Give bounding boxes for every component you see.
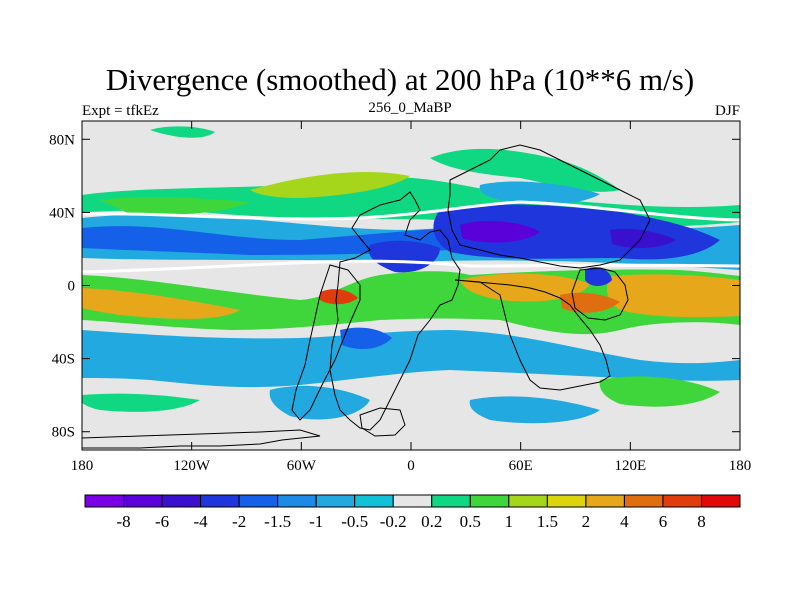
x-tick-label: 180 [729,458,752,474]
antarctic-convergence [469,396,600,424]
experiment-label: Expt = tfkEz [82,103,159,119]
north-atlantic-divergence [250,171,410,198]
colorbar-label: -2 [232,512,246,531]
map-title: Divergence (smoothed) at 200 hPa (10**6 … [105,62,695,97]
arctic-convergence [479,181,600,204]
south-america-coastline [291,264,361,421]
colorbar-swatch [315,494,356,508]
southern-indian-divergence [599,376,720,407]
asia-convergence-core [460,220,540,243]
x-tick-label: 60W [287,458,317,474]
colorbar-label: -4 [194,512,209,531]
season-label: DJF [714,103,740,119]
colorbar-swatch [277,494,317,508]
tropical-divergence-core-west [82,288,240,319]
x-tick-label: 0 [407,458,415,474]
coastlines [82,144,651,449]
x-tick-label: 60E [509,458,533,474]
colorbar-swatch [469,494,510,508]
zero-contour-north [82,200,740,222]
x-tick-label: 180 [71,458,94,474]
colorbar-swatch [354,494,394,508]
atlantic-convergence [368,240,440,273]
longitude-axis: 180 120W 60W 0 60E 120E 180 [71,121,752,474]
colorbar-label: -0.5 [341,512,368,531]
colorbar-swatch [546,494,587,508]
antarctica-coastline [82,429,321,449]
africa-max [320,289,358,305]
africa-coastline [454,279,611,391]
arctic-divergence-2 [430,148,620,192]
north-convergence-core [82,226,450,255]
y-tick-label: 80N [49,132,75,148]
south-convergence-band [82,330,740,388]
colorbar-swatch [84,494,125,508]
colorbar-label: -0.2 [380,512,407,531]
arctic-divergence-1 [150,126,215,138]
colorbar-swatch [431,494,471,508]
colorbar-swatch [700,494,741,508]
colorbar-swatch [585,494,625,508]
antarctic-island-coastline [359,407,406,437]
colorbar-swatch [238,494,279,508]
colorbar-label: 1.5 [537,512,558,531]
colorbar: -8 -6 -4 -2 -1.5 -1 -0.5 -0.2 0.2 0.5 1 1.5 2 4 6 8 [84,494,741,531]
latitude-axis: 80N 40N 0 40S 80S [49,132,740,441]
colorbar-label: 4 [620,512,629,531]
pacific-convergence-core [610,228,676,249]
colorbar-label: -6 [155,512,169,531]
divergence-field [82,126,740,424]
x-tick-label: 120E [614,458,646,474]
colorbar-swatch [662,494,702,508]
colorbar-label: 1 [505,512,514,531]
colorbar-label: -1 [309,512,323,531]
south-convergence-core [340,327,392,350]
colorbar-label: 0.2 [421,512,442,531]
colorbar-swatch [623,494,664,508]
maritime-convergence [585,267,612,286]
colorbar-label: 6 [659,512,668,531]
y-tick-label: 80S [52,425,75,441]
colorbar-swatch [123,494,163,508]
southern-ocean-divergence [82,393,200,412]
y-tick-label: 40N [49,205,75,221]
x-tick-label: 120W [173,458,211,474]
colorbar-label: -1.5 [264,512,291,531]
colorbar-label: 8 [697,512,706,531]
colorbar-swatch [161,494,202,508]
colorbar-label: 2 [582,512,591,531]
y-tick-label: 40S [52,352,75,368]
colorbar-swatch [392,494,433,508]
americas-coastline [329,191,461,431]
y-tick-label: 0 [68,279,76,295]
colorbar-swatch [508,494,548,508]
colorbar-label: 0.5 [460,512,481,531]
colorbar-swatch [200,494,240,508]
eurasia-coastline [447,144,651,269]
maritime-continent-coastline [571,267,629,321]
tropical-divergence-core-pacific [607,274,740,318]
north-divergence-core [100,196,250,215]
colorbar-label: -8 [116,512,130,531]
run-label: 256_0_MaBP [368,100,452,116]
